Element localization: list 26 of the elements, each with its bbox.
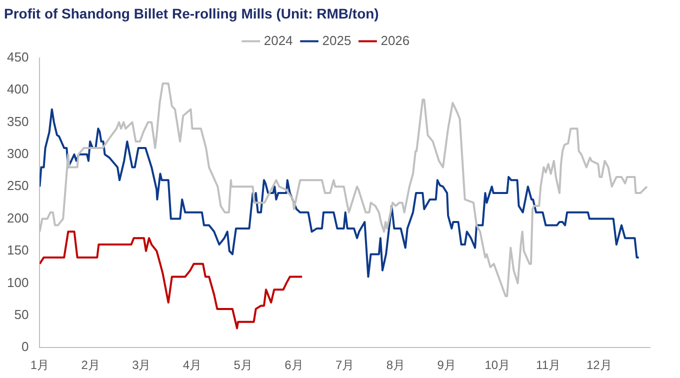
x-tick-label: 3月 <box>132 358 151 372</box>
x-tick-label: 8月 <box>386 358 406 372</box>
y-tick-label: 50 <box>14 306 29 322</box>
y-tick-label: 300 <box>6 146 29 161</box>
legend-label: 2026 <box>380 32 410 48</box>
x-tick-label: 4月 <box>182 358 202 372</box>
x-tick-label: 9月 <box>437 358 456 372</box>
x-tick-label: 7月 <box>336 358 354 372</box>
x-tick-label: 11月 <box>536 358 561 372</box>
y-tick-label: 400 <box>6 82 29 97</box>
chart-title: Profit of Shandong Billet Re-rolling Mills (Unit: RMB/ton) <box>4 5 379 22</box>
y-tick-label: 100 <box>6 274 29 290</box>
y-tick-label: 0 <box>21 339 29 354</box>
y-tick-label: 150 <box>6 242 29 258</box>
legend-label: 2025 <box>322 32 352 48</box>
y-tick-label: 450 <box>6 49 29 64</box>
y-tick-label: 200 <box>6 210 29 226</box>
legend-label: 2024 <box>264 32 293 48</box>
x-tick-label: 1月 <box>30 358 50 372</box>
x-tick-label: 6月 <box>284 358 304 372</box>
y-tick-label: 350 <box>6 114 29 129</box>
x-tick-label: 5月 <box>234 358 252 372</box>
y-tick-label: 250 <box>6 178 29 194</box>
x-tick-label: 2月 <box>81 358 100 372</box>
x-tick-label: 10月 <box>484 358 510 372</box>
x-tick-label: 12月 <box>586 358 612 372</box>
